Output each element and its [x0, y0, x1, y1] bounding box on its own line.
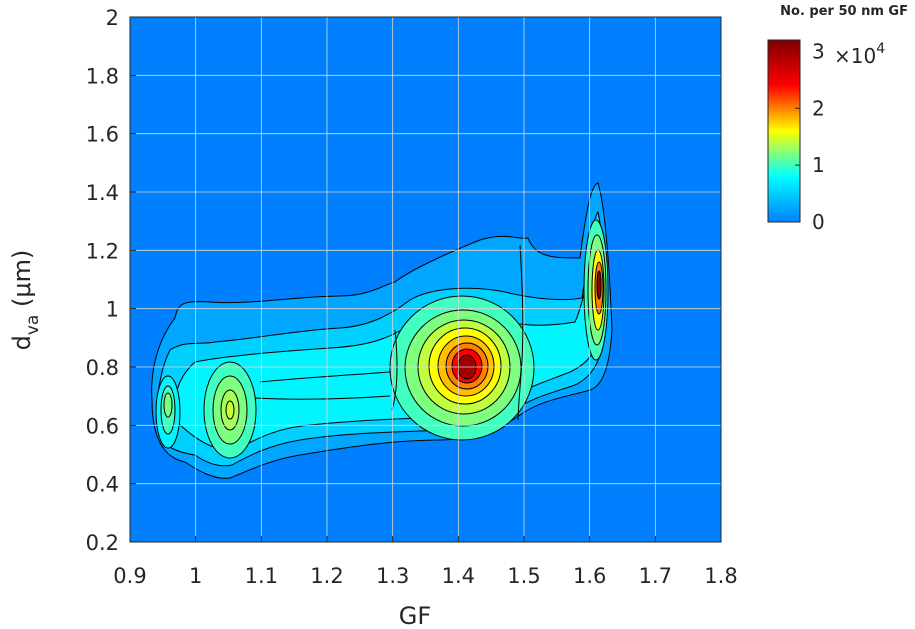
x-tick-label: 1.5	[507, 564, 540, 588]
contour-line-2	[254, 395, 391, 400]
colorbar-tick-label: 3	[812, 39, 825, 63]
y-axis-label-space	[8, 307, 36, 315]
colorbar-multiplier-exp: 4	[876, 41, 885, 57]
axes-box	[129, 16, 722, 543]
x-tick-label: 1.7	[639, 564, 672, 588]
x-axis-label: GF	[399, 602, 431, 629]
y-tick-label: 0.6	[86, 414, 119, 438]
colorbar-tick-label: 0	[812, 210, 825, 234]
x-tick-label: 1.6	[573, 564, 606, 588]
colorbar-multiplier-base: ×10	[834, 44, 876, 68]
x-tick-label: 1.8	[704, 564, 737, 588]
contour-line-1	[259, 371, 391, 383]
y-tick-labels: 0.2 0.4 0.6 0.8 1 1.2 1.4 1.6 1.8 2	[86, 6, 119, 555]
colorbar-title: No. per 50 nm GF	[780, 4, 908, 19]
y-tick-label: 1.8	[86, 64, 119, 88]
colorbar-tick-label: 2	[812, 96, 825, 120]
x-tick-labels: 0.9 1 1.1 1.2 1.3 1.4 1.5 1.6 1.7 1.8	[113, 564, 737, 588]
grid-lines	[129, 16, 722, 543]
y-tick-label: 0.8	[86, 356, 119, 380]
y-tick-label: 1.4	[86, 181, 119, 205]
mode-right-core	[596, 270, 602, 300]
x-tick-label: 1.1	[245, 564, 278, 588]
y-tick-label: 2	[106, 6, 119, 30]
y-tick-label: 0.2	[86, 531, 119, 555]
y-axis-label-unit: (μm)	[8, 250, 36, 307]
y-tick-label: 1	[106, 298, 119, 322]
colorbar-tick-label: 1	[812, 153, 825, 177]
y-tick-label: 0.4	[86, 473, 119, 497]
colorbar-ticks: 0 1 2 3	[795, 39, 825, 234]
x-tick-label: 1.4	[442, 564, 475, 588]
y-axis-label: dva (μm)	[8, 250, 43, 351]
contour-line-3	[517, 244, 524, 421]
colorbar	[767, 39, 801, 223]
contour-bands	[151, 182, 613, 479]
y-tick-label: 1.2	[86, 239, 119, 263]
x-tick-label: 1.3	[376, 564, 409, 588]
y-axis-label-main: d	[8, 335, 36, 350]
mode-105-core	[225, 400, 235, 420]
y-axis-label-sub: va	[23, 315, 43, 335]
y-tick-label: 1.6	[86, 123, 119, 147]
mode-left-core	[163, 392, 173, 418]
x-tick-label: 1.2	[310, 564, 343, 588]
contour-line-4	[391, 329, 398, 411]
x-tick-label: 1	[189, 564, 202, 588]
x-tick-label: 0.9	[113, 564, 146, 588]
colorbar-multiplier: ×104	[834, 41, 885, 68]
